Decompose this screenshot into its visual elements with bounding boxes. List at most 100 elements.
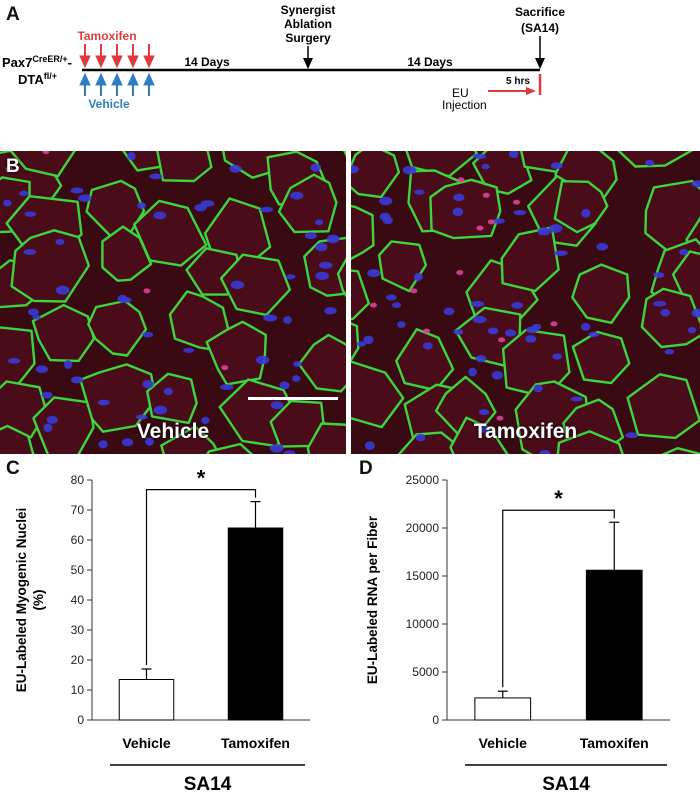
vehicle-arrowhead-3 xyxy=(111,72,123,86)
nucleus xyxy=(324,307,337,315)
nucleus xyxy=(290,191,304,200)
nucleus xyxy=(504,329,517,337)
nucleus xyxy=(32,314,41,320)
nucleus xyxy=(653,300,667,307)
nucleus xyxy=(304,232,317,240)
eu-arrowhead xyxy=(526,87,536,95)
y-tick-label: 0 xyxy=(432,713,439,727)
nucleus xyxy=(472,153,487,160)
eu-labeled-nucleus xyxy=(221,365,229,371)
significance-bracket xyxy=(502,509,615,688)
interval-2-label: 14 Days xyxy=(407,55,453,69)
nucleus xyxy=(55,285,70,295)
nucleus xyxy=(468,367,477,377)
nucleus xyxy=(548,224,563,233)
y-tick-label: 20000 xyxy=(406,521,440,535)
nucleus xyxy=(183,347,195,353)
muscle-fiber xyxy=(10,229,91,303)
x-tick-label: Tamoxifen xyxy=(580,735,649,751)
bar-tamoxifen xyxy=(227,527,284,721)
muscle-fiber xyxy=(429,178,502,240)
eu-label-2: Injection xyxy=(442,98,487,112)
muscle-fiber xyxy=(571,330,631,385)
y-tick-label: 10000 xyxy=(406,617,440,631)
nucleus xyxy=(35,365,48,373)
nucleus xyxy=(18,190,29,196)
muscle-fiber xyxy=(556,430,624,454)
y-tick-label: 60 xyxy=(71,533,85,547)
micrograph-vehicle-label: Vehicle xyxy=(136,420,210,443)
significance-marker: * xyxy=(554,486,563,511)
muscle-fiber xyxy=(626,373,700,440)
genotype-label-line2: DTAfl/+ xyxy=(18,71,57,87)
nucleus xyxy=(570,396,583,402)
x-tick-label: Tamoxifen xyxy=(221,735,290,751)
nucleus xyxy=(596,242,608,251)
y-tick-label: 25000 xyxy=(406,473,440,487)
nucleus xyxy=(478,409,490,416)
nucleus xyxy=(78,194,92,202)
nucleus xyxy=(487,327,499,335)
y-axis-label: EU-Labeled RNA per Fiber xyxy=(365,515,380,684)
muscle-fiber xyxy=(277,173,338,234)
panel-label-c: C xyxy=(6,458,20,479)
eu-labeled-nucleus xyxy=(410,288,418,294)
bar-vehicle xyxy=(118,679,175,721)
nucleus xyxy=(230,280,245,290)
nucleus xyxy=(392,302,402,308)
eu-labeled-nucleus xyxy=(496,415,504,421)
group-label: SA14 xyxy=(542,774,590,794)
nucleus xyxy=(153,405,168,415)
nucleus xyxy=(331,235,340,243)
nucleus xyxy=(3,199,12,207)
nucleus xyxy=(453,193,465,202)
nucleus xyxy=(363,335,374,345)
nucleus xyxy=(414,189,425,195)
y-axis-label: (%) xyxy=(31,590,46,611)
chart-myogenic-nuclei: 0 10 20 30 40 50 60 70 80 EU-Labeled Myogenic Nuc… xyxy=(14,466,310,794)
nucleus xyxy=(97,399,110,406)
muscle-fiber xyxy=(206,442,254,454)
nucleus xyxy=(283,316,292,324)
nucleus xyxy=(23,249,36,255)
eu-labeled-nucleus xyxy=(487,219,495,225)
y-tick-label: 70 xyxy=(71,503,85,517)
genotype-label-line1: Pax7CreER/+- xyxy=(2,54,72,70)
nucleus xyxy=(229,164,242,173)
muscle-fiber xyxy=(87,299,148,357)
nucleus xyxy=(581,208,591,218)
muscle-fiber xyxy=(351,322,360,363)
interval-1-label: 14 Days xyxy=(184,55,230,69)
nucleus xyxy=(292,375,301,382)
nucleus xyxy=(263,314,278,322)
nucleus xyxy=(508,151,519,159)
nucleus xyxy=(145,437,154,446)
micrograph-tamoxifen: Tamoxifen xyxy=(351,151,700,454)
sacrifice-label-2: (SA14) xyxy=(521,21,559,35)
nucleus xyxy=(136,202,147,209)
nucleus xyxy=(511,301,523,309)
vehicle-label: Vehicle xyxy=(88,97,130,111)
nucleus xyxy=(270,401,284,410)
muscle-fiber xyxy=(377,240,428,293)
nucleus xyxy=(491,370,504,380)
fiber-membranes xyxy=(0,151,346,454)
nucleus xyxy=(580,322,591,331)
nucleus xyxy=(24,211,37,217)
nucleus xyxy=(70,187,84,194)
muscle-fiber xyxy=(471,151,533,195)
surgery-label-1: Synergist xyxy=(281,3,336,17)
panel-label-d: D xyxy=(359,458,373,479)
nucleus xyxy=(653,272,665,278)
eu-labeled-nucleus xyxy=(482,192,490,198)
nucleus xyxy=(397,321,406,328)
eu-labeled-nucleus xyxy=(5,166,13,172)
nucleus xyxy=(645,159,655,167)
nucleus xyxy=(200,200,215,207)
sacrifice-label-1: Sacrifice xyxy=(515,5,565,19)
nucleus xyxy=(552,353,563,360)
nucleus xyxy=(142,379,154,389)
eu-labeled-nucleus xyxy=(369,302,377,308)
nucleus xyxy=(43,423,53,432)
nucleus xyxy=(553,250,568,256)
